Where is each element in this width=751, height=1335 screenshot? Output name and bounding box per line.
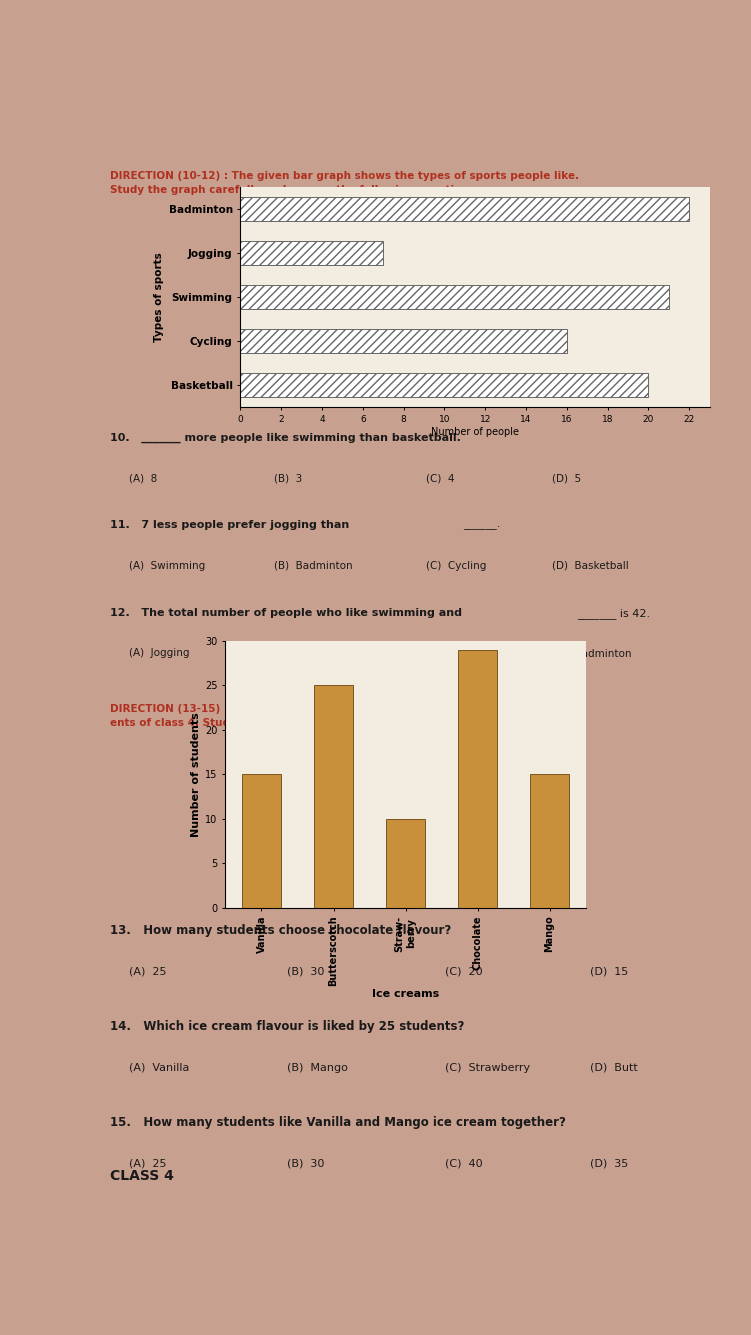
Text: (C)  Cycling: (C) Cycling	[426, 561, 486, 570]
Text: (C)  4: (C) 4	[426, 473, 454, 483]
Text: (B)  Mango: (B) Mango	[287, 1063, 348, 1072]
Text: (B)  Badminton: (B) Badminton	[274, 561, 353, 570]
Text: DIRECTION (13-15) : The given graph shows the choice of ice creams of stud
ents : DIRECTION (13-15) : The given graph show…	[110, 704, 560, 728]
Text: (A)  Swimming: (A) Swimming	[129, 561, 206, 570]
Bar	[240, 284, 669, 310]
Text: (D)  Basketball: (D) Basketball	[552, 561, 629, 570]
Bar	[240, 328, 567, 354]
Y-axis label: Number of students: Number of students	[191, 712, 201, 837]
Text: 11.   7 less people prefer jogging than: 11. 7 less people prefer jogging than	[110, 521, 349, 530]
Text: (B)  30: (B) 30	[287, 1159, 324, 1168]
Text: (A)  25: (A) 25	[129, 967, 167, 976]
Bar	[242, 774, 282, 908]
Text: 15.   How many students like Vanilla and Mango ice cream together?: 15. How many students like Vanilla and M…	[110, 1116, 566, 1129]
Text: 13.   How many students choose chocolate flavour?: 13. How many students choose chocolate f…	[110, 924, 451, 937]
Bar	[240, 372, 648, 398]
Text: (D)  Butt: (D) Butt	[590, 1063, 638, 1072]
Bar	[386, 818, 425, 908]
Bar	[314, 685, 353, 908]
Text: ______.: ______.	[463, 521, 501, 530]
Text: (D)  Badminton: (D) Badminton	[552, 649, 632, 658]
Bar	[458, 650, 497, 908]
Text: (C)  20: (C) 20	[445, 967, 482, 976]
Text: (A)  Vanilla: (A) Vanilla	[129, 1063, 189, 1072]
Text: (A)  8: (A) 8	[129, 473, 158, 483]
X-axis label: Number of people: Number of people	[431, 427, 519, 437]
Text: 10.   _______ more people like swimming than basketball.: 10. _______ more people like swimming th…	[110, 433, 461, 443]
Bar	[529, 774, 569, 908]
Text: (A)  Jogging: (A) Jogging	[129, 649, 190, 658]
Text: (B)  Basketball: (B) Basketball	[274, 649, 350, 658]
Text: (D)  5: (D) 5	[552, 473, 581, 483]
Text: (D)  15: (D) 15	[590, 967, 628, 976]
Text: (C)  Strawberry: (C) Strawberry	[445, 1063, 529, 1072]
Text: (B)  30: (B) 30	[287, 967, 324, 976]
Text: (C)  40: (C) 40	[445, 1159, 482, 1168]
Text: 14.   Which ice cream flavour is liked by 25 students?: 14. Which ice cream flavour is liked by …	[110, 1020, 465, 1033]
Text: (A)  25: (A) 25	[129, 1159, 167, 1168]
Text: 12.   The total number of people who like swimming and: 12. The total number of people who like …	[110, 607, 463, 618]
Bar	[240, 198, 689, 222]
Bar	[240, 240, 383, 266]
Text: (C)  Cycling: (C) Cycling	[426, 649, 486, 658]
Y-axis label: Types of sports: Types of sports	[155, 252, 164, 342]
Text: _______ is 42.: _______ is 42.	[577, 607, 650, 618]
Text: DIRECTION (10-12) : The given bar graph shows the types of sports people like.
S: DIRECTION (10-12) : The given bar graph …	[110, 171, 579, 195]
Text: (D)  35: (D) 35	[590, 1159, 628, 1168]
Text: (B)  3: (B) 3	[274, 473, 303, 483]
Text: CLASS 4: CLASS 4	[110, 1169, 174, 1183]
X-axis label: Ice creams: Ice creams	[372, 989, 439, 999]
